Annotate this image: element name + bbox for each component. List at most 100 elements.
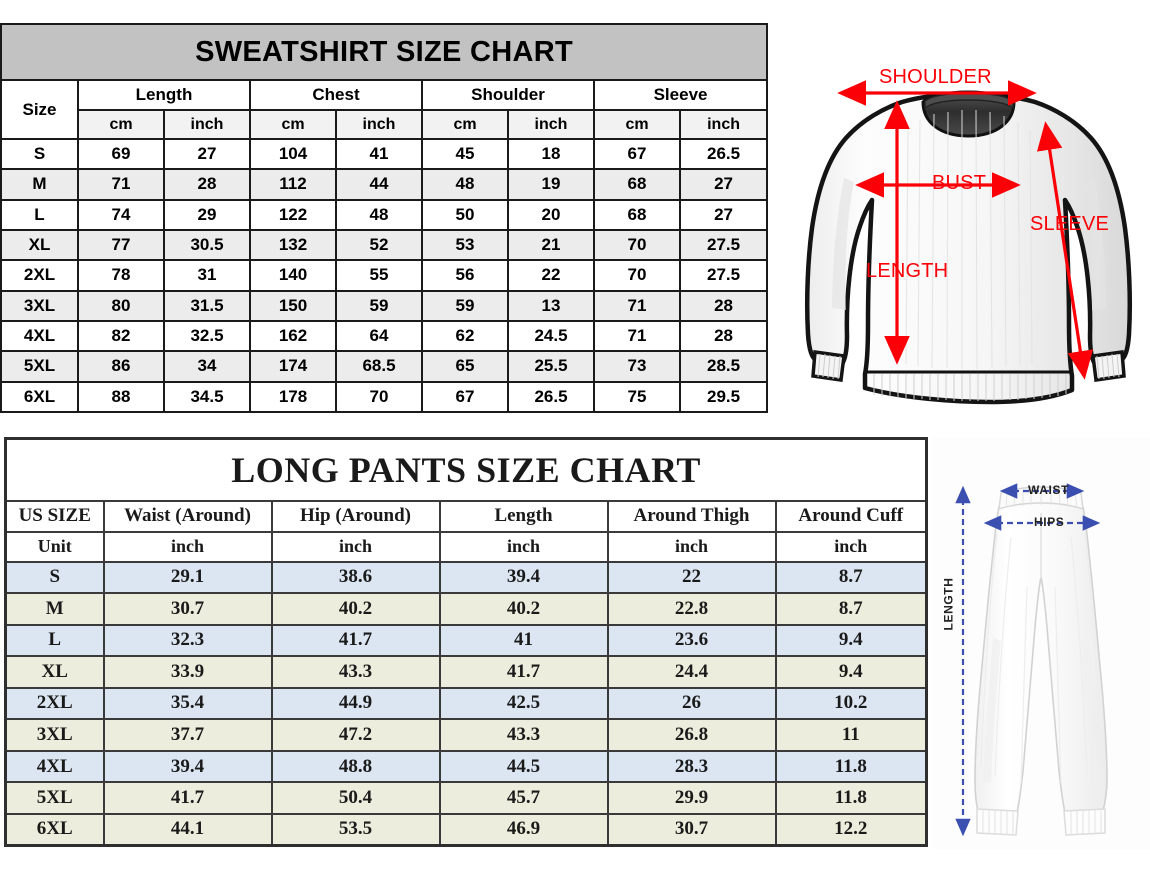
pants-cell: 41.7 [102,781,273,815]
pants-unit-waist: inch [102,530,273,563]
pants-cell: 24.4 [606,655,777,689]
sweatshirt-cell: 28.5 [678,350,769,383]
sweatshirt-cell: 71 [593,319,681,353]
hips-measure-label: HIPS [1034,515,1065,529]
length-measure-label: LENGTH [866,260,949,282]
pants-cell: 32.3 [102,623,273,658]
sweatshirt-unit-row: cm inch cm inch cm inch cm inch [1,109,769,140]
sweatshirt-cell: 18 [507,137,595,171]
pants-title: LONG PANTS SIZE CHART [4,437,928,502]
sweatshirt-unit-sleeve-inch: inch [678,109,769,140]
sweatshirt-cell: 65 [421,350,509,383]
sweatshirt-cell: 59 [335,289,423,322]
pants-cell: 40.2 [270,592,441,626]
pants-cell: 8.7 [774,560,928,595]
pants-size-table: LONG PANTS SIZE CHART US SIZE Waist (Aro… [4,437,929,847]
pants-col-length: Length [438,499,609,533]
sweatshirt-cell: 27 [678,198,769,231]
sweatshirt-cell: 48 [335,198,423,231]
sweatshirt-unit-shoulder-cm: cm [421,109,509,140]
table-row: 5XL 41.7 50.4 45.7 29.9 11.8 [4,781,928,815]
sweatshirt-group-chest: Chest [249,79,423,111]
pants-unit-length: inch [438,530,609,563]
pants-cell: 35.4 [102,686,273,721]
pants-cell: 9.4 [774,623,928,658]
pants-row-size: M [4,592,105,626]
sweatshirt-cell: 69 [77,137,165,171]
pants-column-header-row: US SIZE Waist (Around) Hip (Around) Leng… [4,499,928,533]
pants-cell: 28.3 [606,749,777,784]
pants-cell: 41.7 [438,655,609,689]
pants-row-size: 6XL [4,812,105,847]
pants-cell: 8.7 [774,592,928,626]
pants-cell: 41.7 [270,623,441,658]
sweatshirt-cell: 28 [163,168,251,201]
pants-cell: 30.7 [606,812,777,847]
pants-unit-row: Unit inch inch inch inch inch [4,530,928,563]
sweatshirt-cell: 26.5 [678,137,769,171]
sweatshirt-cell: 29.5 [678,380,769,414]
pants-cell: 41 [438,623,609,658]
sweatshirt-cell: 67 [421,380,509,414]
table-row: 4XL 39.4 48.8 44.5 28.3 11.8 [4,749,928,784]
sweatshirt-unit-chest-inch: inch [335,109,423,140]
sweatshirt-cell: 75 [593,380,681,414]
sleeve-measure-label: SLEEVE [1030,213,1110,235]
pants-col-waist: Waist (Around) [102,499,273,533]
table-row: 4XL 82 32.5 162 64 62 24.5 71 28 [0,319,769,353]
pants-cell: 37.7 [102,718,273,752]
pants-length-measure-label: LENGTH [941,577,956,631]
pants-cell: 26 [606,686,777,721]
pants-cell: 53.5 [270,812,441,847]
table-row: M 30.7 40.2 40.2 22.8 8.7 [4,592,928,626]
pants-cell: 22.8 [606,592,777,626]
pants-row-size: 4XL [4,749,105,784]
sweatshirt-cell: 50 [421,198,509,231]
sweatshirt-cell: 20 [507,198,595,231]
pants-col-around-cuff: Around Cuff [774,499,928,533]
sweatshirt-unit-sleeve-cm: cm [593,109,681,140]
table-row: M 71 28 112 44 48 19 68 27 [0,168,769,201]
pants-cell: 40.2 [438,592,609,626]
table-row: S 29.1 38.6 39.4 22 8.7 [4,560,928,595]
pants-cell: 29.1 [102,560,273,595]
shoulder-measure-label: SHOULDER [879,66,992,88]
sweatshirt-title-row: SWEATSHIRT SIZE CHART [0,23,769,81]
sweatshirt-row-size: 5XL [0,350,79,383]
pants-col-hip: Hip (Around) [270,499,441,533]
sweatshirt-cell: 88 [77,380,165,414]
sweatshirt-cell: 34.5 [163,380,251,414]
sweatshirt-row-size: L [0,198,79,231]
sweatshirt-row-size: 4XL [0,319,79,353]
pants-row-size: 5XL [4,781,105,815]
pants-row-size: S [4,560,105,595]
sweatshirt-size-table: SWEATSHIRT SIZE CHART Size Length Chest … [0,23,769,414]
sweatshirt-group-header-row: Size Length Chest Shoulder Sleeve [0,79,769,140]
sweatshirt-cell: 28 [678,289,769,322]
pants-unit-label: Unit [4,530,105,563]
pants-table-body: S 29.1 38.6 39.4 22 8.7 M 30.7 40.2 40.2 22.8 8.7 L 3… [4,560,928,847]
sweatshirt-cell: 34 [163,350,251,383]
sweatshirt-cell: 52 [335,228,423,262]
sweatshirt-row-size: 3XL [0,289,79,322]
sweatshirt-cell: 68 [593,168,681,201]
sweatshirt-cell: 27.5 [678,228,769,262]
sweatshirt-cell: 73 [593,350,681,383]
sweatshirt-cell: 82 [77,319,165,353]
pants-cell: 46.9 [438,812,609,847]
pants-cell: 22 [606,560,777,595]
sweatshirt-cell: 70 [593,228,681,262]
sweatshirt-cell: 21 [507,228,595,262]
pants-cell: 11.8 [774,781,928,815]
pants-cell: 48.8 [270,749,441,784]
pants-row-size: L [4,623,105,658]
pants-unit-thigh: inch [606,530,777,563]
pants-cell: 11 [774,718,928,752]
sweatshirt-cell: 45 [421,137,509,171]
sweatshirt-cell: 26.5 [507,380,595,414]
pants-unit-hip: inch [270,530,441,563]
sweatshirt-group-shoulder: Shoulder [421,79,595,111]
sweatshirt-cell: 70 [335,380,423,414]
table-row: L 74 29 122 48 50 20 68 27 [0,198,769,231]
sweatshirt-unit-length-inch: inch [163,109,251,140]
